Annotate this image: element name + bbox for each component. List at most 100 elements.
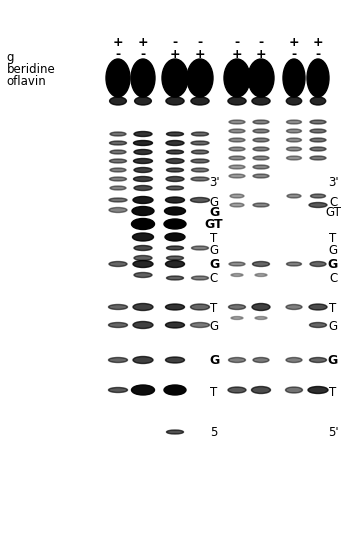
Ellipse shape [167, 430, 184, 434]
Ellipse shape [310, 147, 326, 151]
Ellipse shape [310, 129, 326, 133]
Ellipse shape [287, 138, 302, 142]
Text: -: - [315, 48, 320, 61]
Ellipse shape [167, 276, 184, 280]
Text: T: T [329, 386, 337, 398]
Ellipse shape [133, 357, 153, 364]
Ellipse shape [109, 97, 127, 105]
Text: -: - [172, 60, 177, 73]
Ellipse shape [192, 168, 209, 172]
Ellipse shape [229, 165, 245, 169]
Ellipse shape [133, 159, 153, 163]
Ellipse shape [228, 387, 246, 393]
Text: -: - [259, 36, 264, 49]
Ellipse shape [228, 357, 246, 363]
Ellipse shape [162, 59, 188, 97]
Ellipse shape [133, 303, 153, 310]
Ellipse shape [134, 272, 152, 278]
Ellipse shape [164, 385, 186, 395]
Text: G: G [209, 207, 219, 219]
Ellipse shape [253, 357, 269, 363]
Ellipse shape [230, 194, 244, 198]
Text: +: + [170, 48, 180, 61]
Text: -: - [291, 60, 297, 73]
Ellipse shape [131, 59, 155, 97]
Text: +: + [113, 36, 123, 49]
Ellipse shape [132, 207, 154, 216]
Ellipse shape [253, 147, 269, 151]
Ellipse shape [166, 177, 184, 182]
Text: C: C [329, 271, 337, 285]
Text: C: C [329, 195, 337, 208]
Ellipse shape [134, 150, 152, 154]
Ellipse shape [253, 174, 269, 178]
Ellipse shape [109, 141, 127, 145]
Ellipse shape [106, 59, 130, 97]
Ellipse shape [252, 262, 269, 266]
Text: 3': 3' [328, 176, 338, 189]
Ellipse shape [109, 159, 127, 163]
Ellipse shape [228, 304, 246, 310]
Text: G: G [328, 244, 338, 256]
Ellipse shape [286, 357, 302, 363]
Ellipse shape [253, 138, 269, 142]
Ellipse shape [310, 120, 326, 124]
Ellipse shape [134, 131, 152, 137]
Ellipse shape [167, 246, 184, 250]
Ellipse shape [252, 303, 270, 310]
Ellipse shape [192, 276, 209, 280]
Ellipse shape [248, 59, 274, 97]
Ellipse shape [286, 304, 302, 310]
Text: G: G [209, 319, 219, 333]
Ellipse shape [132, 385, 155, 395]
Ellipse shape [165, 207, 185, 215]
Ellipse shape [133, 261, 153, 268]
Text: beridine: beridine [7, 63, 56, 76]
Ellipse shape [132, 233, 154, 241]
Ellipse shape [253, 165, 269, 169]
Ellipse shape [167, 256, 184, 260]
Ellipse shape [229, 262, 245, 266]
Ellipse shape [109, 177, 127, 181]
Ellipse shape [192, 132, 209, 136]
Ellipse shape [310, 138, 326, 142]
Ellipse shape [132, 218, 155, 230]
Text: +: + [195, 60, 205, 73]
Ellipse shape [287, 194, 301, 198]
Text: +: + [195, 48, 205, 61]
Ellipse shape [190, 198, 210, 202]
Text: oflavin: oflavin [7, 75, 47, 88]
Ellipse shape [286, 97, 302, 105]
Ellipse shape [253, 120, 269, 124]
Ellipse shape [166, 357, 184, 363]
Ellipse shape [310, 97, 326, 105]
Ellipse shape [251, 387, 271, 394]
Ellipse shape [134, 168, 152, 172]
Ellipse shape [287, 129, 302, 133]
Ellipse shape [135, 97, 152, 105]
Ellipse shape [167, 186, 184, 190]
Ellipse shape [166, 322, 184, 328]
Ellipse shape [283, 59, 305, 97]
Ellipse shape [229, 147, 245, 151]
Ellipse shape [252, 97, 270, 105]
Ellipse shape [255, 273, 267, 277]
Text: +: + [138, 60, 148, 73]
Text: 5': 5' [328, 427, 338, 439]
Text: G: G [209, 244, 219, 256]
Text: +: + [256, 60, 266, 73]
Text: -: - [172, 36, 177, 49]
Text: G: G [209, 258, 219, 271]
Ellipse shape [108, 388, 128, 392]
Text: GT: GT [325, 206, 341, 218]
Ellipse shape [229, 120, 245, 124]
Ellipse shape [110, 150, 126, 154]
Ellipse shape [310, 262, 326, 266]
Text: T: T [210, 302, 218, 315]
Text: GT: GT [205, 218, 223, 232]
Text: G: G [328, 258, 338, 271]
Ellipse shape [134, 185, 152, 191]
Ellipse shape [110, 132, 126, 136]
Text: +: + [313, 36, 323, 49]
Text: -: - [234, 60, 239, 73]
